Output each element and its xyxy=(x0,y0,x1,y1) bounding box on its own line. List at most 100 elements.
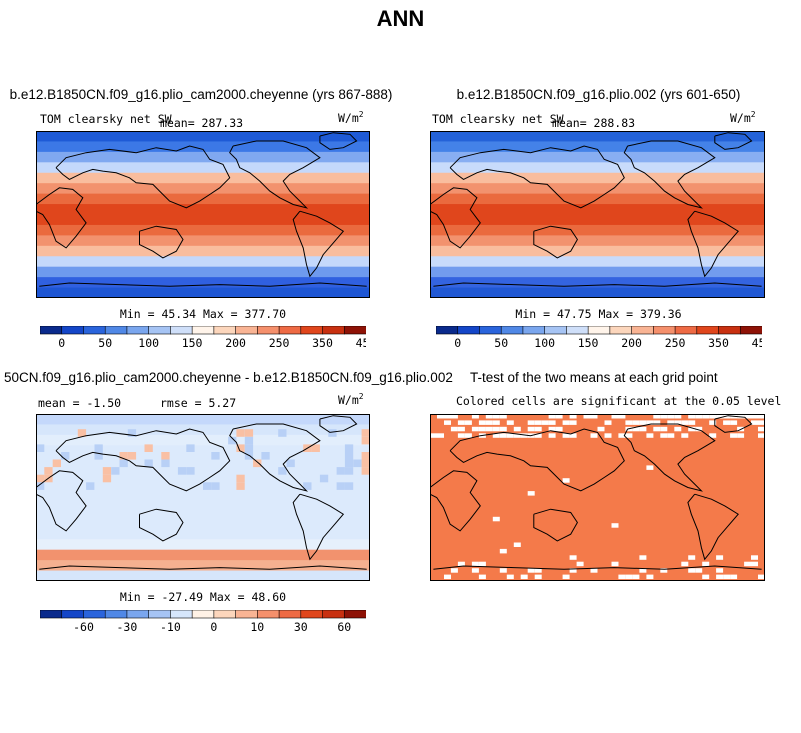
colorbar-tick-label: 100 xyxy=(138,336,159,350)
nonsignificant-cell xyxy=(758,433,765,438)
map-band-13 xyxy=(430,549,765,561)
nonsignificant-cell xyxy=(513,426,521,432)
nonsignificant-cell xyxy=(541,420,549,425)
diff-cell xyxy=(236,482,245,490)
nonsignificant-cell xyxy=(653,414,661,419)
coastline-3 xyxy=(687,493,739,561)
map-band-2 xyxy=(430,434,765,446)
colorbar-swatch-5 xyxy=(148,610,171,619)
coastline-4 xyxy=(139,508,184,542)
diff-cell xyxy=(361,429,370,437)
nonsignificant-cell xyxy=(485,426,493,432)
nonsignificant-cell xyxy=(618,414,626,419)
panel-3-map xyxy=(36,414,370,581)
colorbar-swatch-6 xyxy=(170,326,193,335)
nonsignificant-cell xyxy=(548,433,556,438)
map-band-12 xyxy=(36,256,370,268)
map-band-9 xyxy=(36,224,370,236)
map-band-9 xyxy=(430,507,765,519)
nonsignificant-cell xyxy=(485,420,493,425)
panel-1-minmax: Min = 45.34 Max = 377.70 xyxy=(119,307,287,321)
nonsignificant-cell xyxy=(478,561,486,567)
nonsignificant-cell xyxy=(646,465,654,470)
nonsignificant-cell xyxy=(744,561,752,567)
map-band-12 xyxy=(36,539,370,551)
nonsignificant-cell xyxy=(695,568,703,573)
colorbar-tick-label: 0 xyxy=(454,336,461,350)
colorbar-swatch-13 xyxy=(718,326,741,335)
colorbar-tick-label: 150 xyxy=(182,336,203,350)
coastline-1 xyxy=(430,470,481,532)
nonsignificant-cell xyxy=(492,516,500,522)
map-band-4 xyxy=(430,172,765,184)
diff-cell xyxy=(86,482,95,490)
diff-cell xyxy=(361,452,370,460)
nonsignificant-cell xyxy=(478,426,486,432)
panel-2-title: b.e12.B1850CN.f09_g16.plio.002 (yrs 601-… xyxy=(456,87,741,102)
diff-cell xyxy=(36,474,45,483)
map-band-5 xyxy=(36,466,370,478)
diff-cell xyxy=(203,482,212,490)
nonsignificant-cell xyxy=(457,426,465,432)
nonsignificant-cell xyxy=(716,574,724,580)
diff-cell xyxy=(36,482,45,490)
nonsignificant-cell xyxy=(730,574,738,580)
nonsignificant-cell xyxy=(702,574,710,580)
nonsignificant-cell xyxy=(695,426,703,432)
map-band-11 xyxy=(36,245,370,257)
map-band-1 xyxy=(430,141,765,153)
map-band-14 xyxy=(36,277,370,289)
diff-cell xyxy=(236,474,245,483)
nonsignificant-cell xyxy=(737,414,745,419)
nonsignificant-cell xyxy=(444,574,451,580)
panel-3-rmse: rmse = 5.27 xyxy=(160,396,237,410)
diff-cell xyxy=(244,444,254,452)
nonsignificant-cell xyxy=(632,426,640,432)
diff-cell xyxy=(361,467,370,475)
nonsignificant-cell xyxy=(464,433,472,438)
nonsignificant-cell xyxy=(737,433,745,438)
nonsignificant-cell xyxy=(758,426,765,432)
colorbar-swatch-6 xyxy=(170,610,193,619)
map-band-10 xyxy=(36,235,370,247)
nonsignificant-cell xyxy=(492,426,500,432)
panel-2-colorbar: 0 50 100 150 200 250 350 450 xyxy=(436,326,762,350)
nonsignificant-cell xyxy=(758,414,765,419)
map-band-15 xyxy=(430,570,765,581)
nonsignificant-cell xyxy=(590,414,598,419)
nonsignificant-cell xyxy=(611,414,619,419)
coastline-3 xyxy=(292,210,345,278)
nonsignificant-cell xyxy=(618,574,626,580)
diff-cell xyxy=(319,474,329,483)
nonsignificant-cell xyxy=(478,420,486,425)
colorbar-swatch-14 xyxy=(343,326,366,335)
diff-cell xyxy=(253,459,262,468)
map-frame xyxy=(430,414,765,581)
panel-4-map xyxy=(430,414,765,581)
map-band-0 xyxy=(430,414,765,426)
panel-1-map xyxy=(36,131,370,298)
map-band-8 xyxy=(36,214,370,226)
nonsignificant-cell xyxy=(653,426,661,432)
colorbar-swatch-2 xyxy=(83,326,106,335)
diff-cell xyxy=(177,467,187,475)
nonsignificant-cell xyxy=(450,426,458,432)
nonsignificant-cell xyxy=(716,414,724,419)
diff-cell xyxy=(344,482,354,490)
nonsignificant-cell xyxy=(667,414,675,419)
colorbar-swatch-14 xyxy=(739,326,762,335)
nonsignificant-cell xyxy=(527,491,535,496)
map-frame xyxy=(430,131,765,298)
nonsignificant-cell xyxy=(576,561,584,567)
nonsignificant-cell xyxy=(702,414,710,419)
nonsignificant-cell xyxy=(569,555,577,560)
nonsignificant-cell xyxy=(562,433,570,438)
nonsignificant-cell xyxy=(660,433,668,438)
nonsignificant-cell xyxy=(716,555,724,560)
diff-cell xyxy=(311,444,320,452)
panel-1-title: b.e12.B1850CN.f09_g16.plio_cam2000.cheye… xyxy=(9,87,393,102)
colorbar-swatch-4 xyxy=(522,326,546,335)
colorbar-tick-label: 350 xyxy=(312,336,333,350)
nonsignificant-cell xyxy=(618,433,626,438)
map-frame xyxy=(36,131,370,298)
